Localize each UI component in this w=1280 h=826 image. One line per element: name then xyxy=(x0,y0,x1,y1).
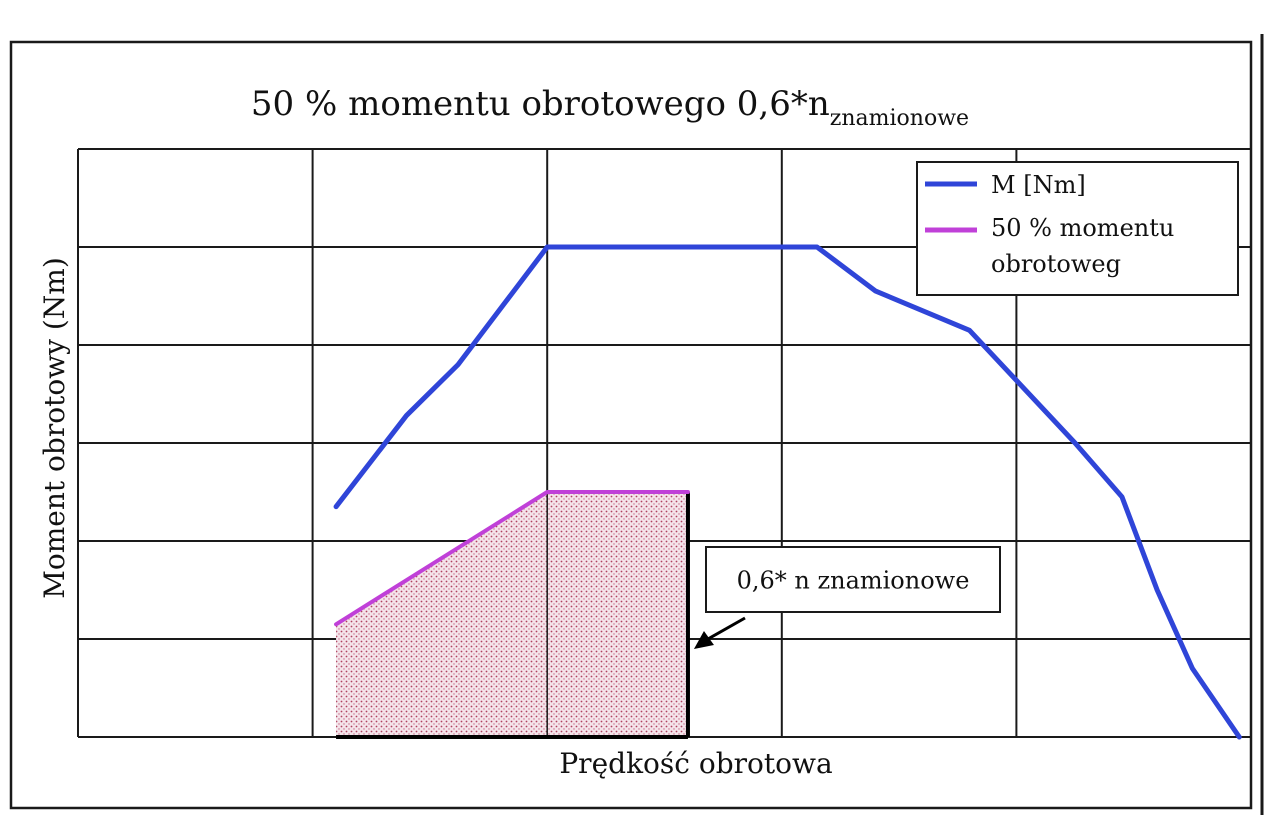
fill-layer xyxy=(336,492,688,737)
x-axis-label: Prędkość obrotowa xyxy=(559,747,832,780)
legend-layer: M [Nm] 50 % momentu obrotoweg xyxy=(917,162,1238,295)
y-axis-label: Moment obrotowy (Nm) xyxy=(38,257,71,599)
legend-label-half-torque-line2: obrotoweg xyxy=(991,250,1121,278)
chart-title-subscript: znamionowe xyxy=(830,106,969,131)
annotation-layer: 0,6* n znamionowe xyxy=(694,547,1000,649)
chart-title-main: 50 % momentu obrotowego 0,6*n xyxy=(251,84,830,124)
annotation-label: 0,6* n znamionowe xyxy=(737,567,970,595)
legend-label-half-torque-line1: 50 % momentu xyxy=(991,214,1174,242)
shaded-area xyxy=(336,492,688,737)
chart-title: 50 % momentu obrotowego 0,6*nznamionowe xyxy=(251,84,969,131)
annotation-arrow-shaft xyxy=(708,618,745,639)
legend-label-torque: M [Nm] xyxy=(991,171,1086,199)
